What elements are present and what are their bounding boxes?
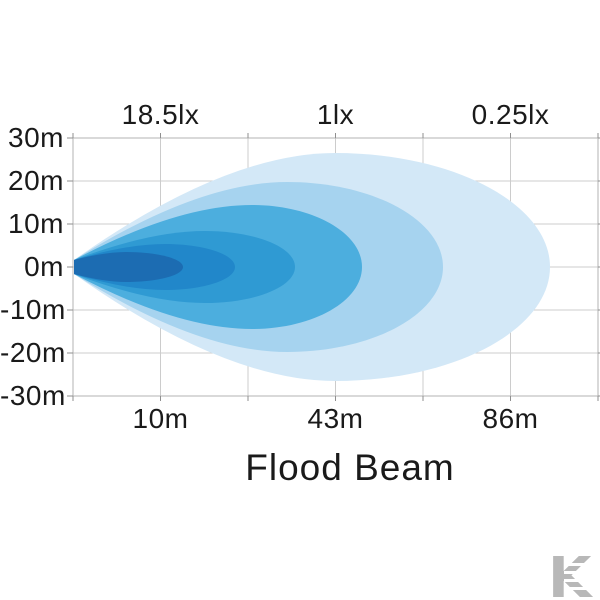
y-axis-label: 10m bbox=[8, 208, 64, 239]
distance-label: 10m bbox=[132, 403, 189, 434]
watermark-stripe bbox=[564, 571, 598, 574]
kramp-logo-watermark: K bbox=[548, 546, 598, 600]
chart-title: Flood Beam bbox=[245, 447, 455, 488]
y-axis-label: -30m bbox=[0, 380, 66, 411]
distance-label: 43m bbox=[307, 403, 364, 434]
watermark-stripes bbox=[564, 563, 598, 590]
lux-label: 0.25lx bbox=[471, 99, 550, 130]
y-axis-label: -10m bbox=[0, 294, 66, 325]
beam-level-6-core bbox=[74, 252, 183, 282]
watermark-stripe bbox=[564, 587, 598, 590]
beam-contours bbox=[74, 153, 550, 381]
lux-label: 1lx bbox=[316, 99, 355, 130]
watermark-stripe bbox=[564, 563, 598, 566]
y-axis-label: 20m bbox=[8, 165, 64, 196]
watermark-stripe bbox=[564, 579, 598, 582]
y-axis-label: -20m bbox=[0, 337, 66, 368]
axis-frame bbox=[67, 133, 600, 401]
distance-label: 86m bbox=[482, 403, 539, 434]
lux-label: 18.5lx bbox=[121, 99, 200, 130]
y-axis-label: 30m bbox=[8, 122, 64, 153]
y-axis-label: 0m bbox=[24, 251, 64, 282]
